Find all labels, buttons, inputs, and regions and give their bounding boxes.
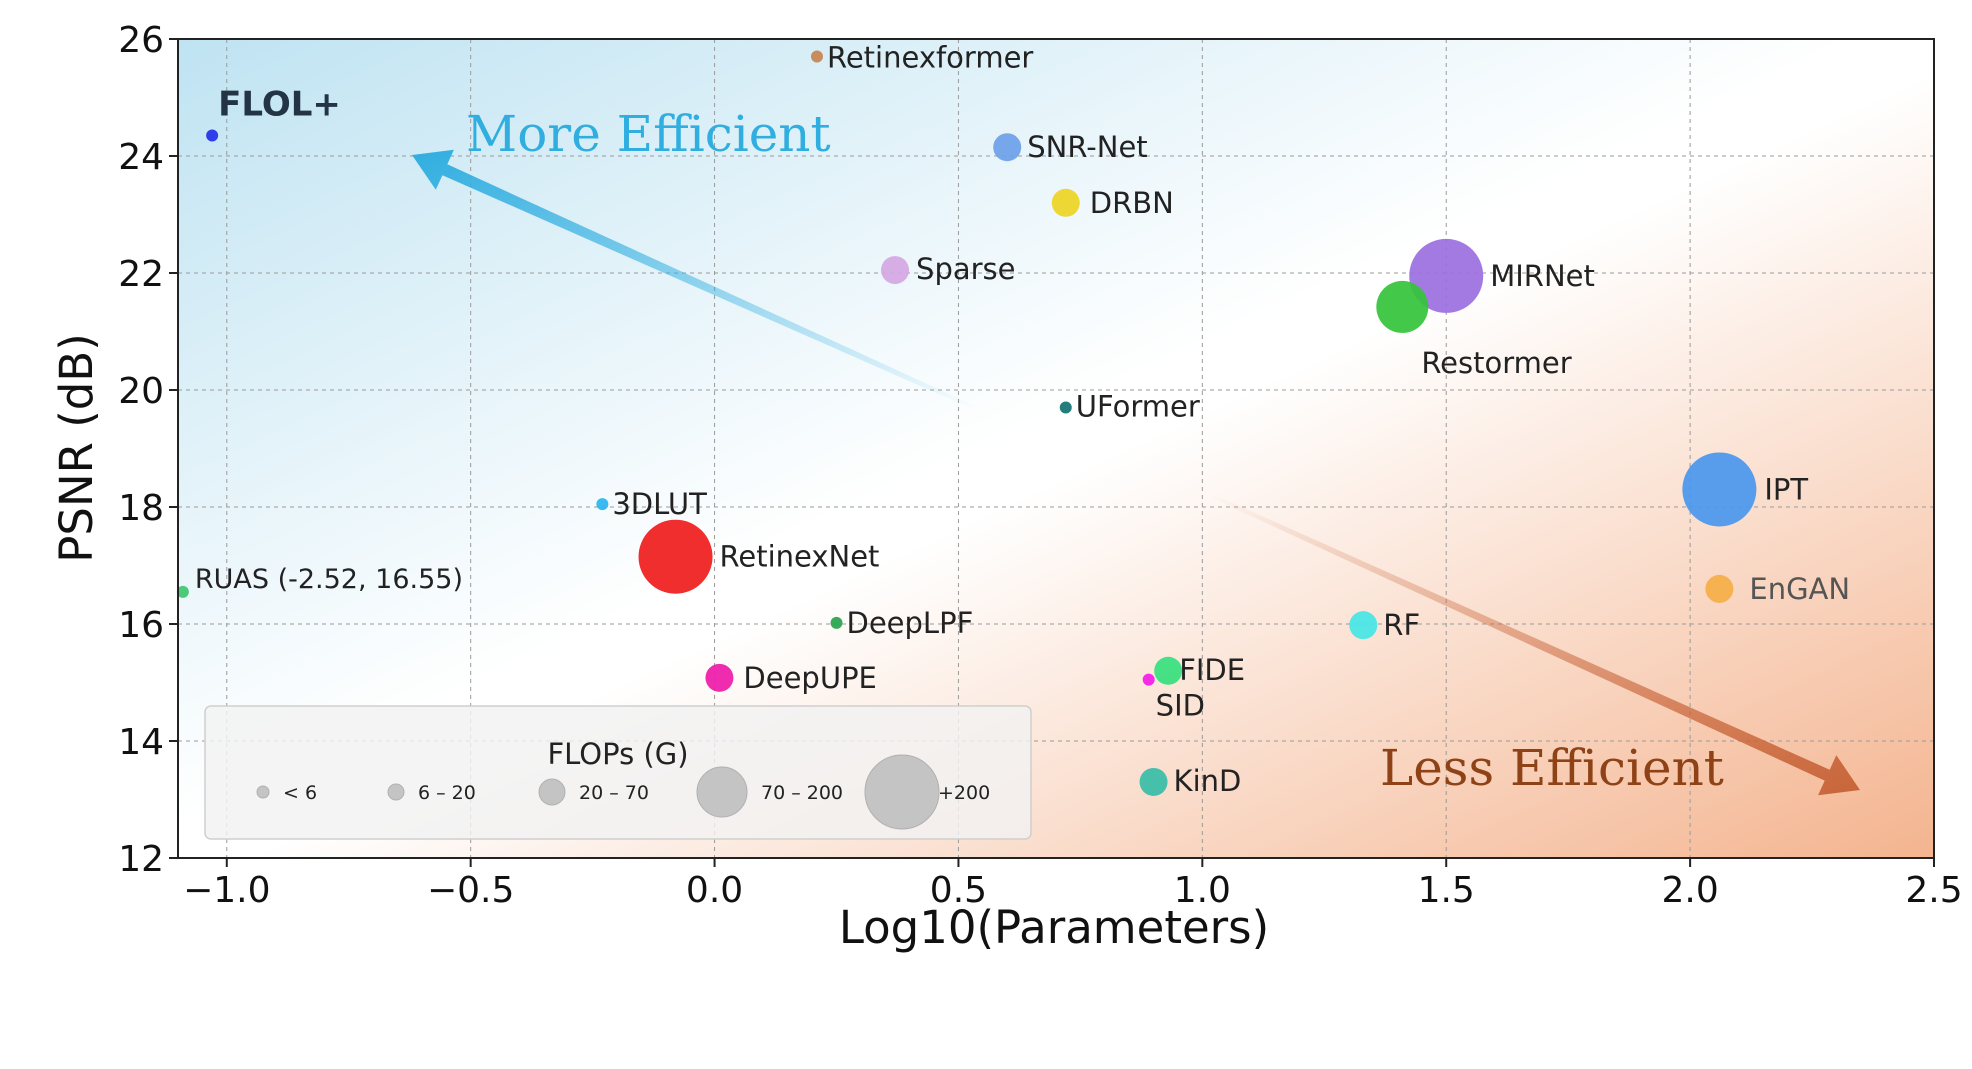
legend-marker-lt6: [256, 785, 270, 799]
point-label-kind: KinD: [1174, 764, 1242, 798]
y-tick-label: 16: [118, 605, 164, 646]
point-label-ruas-2-52-16-55: RUAS (-2.52, 16.55): [195, 564, 463, 595]
x-tick-label: 1.0: [1174, 870, 1231, 911]
point-retinexnet: [638, 519, 713, 594]
plot-frame: [177, 38, 1935, 859]
point-label-sparse: Sparse: [916, 252, 1015, 286]
point-uformer: [1059, 401, 1072, 414]
point-label-sid: SID: [1156, 689, 1205, 723]
point-label-retinexformer: Retinexformer: [827, 41, 1033, 75]
legend-label-20-70: 20 – 70: [579, 782, 649, 804]
point-label-uformer: UFormer: [1076, 390, 1200, 424]
point-deeplpf: [830, 616, 843, 629]
point-retinexformer: [810, 50, 823, 63]
legend-marker-70-200: [696, 766, 748, 818]
efficiency-arrows: [412, 149, 1860, 796]
point-label-mirnet: MIRNet: [1490, 259, 1595, 293]
point-sparse: [881, 256, 910, 285]
point-label-retinexnet: RetinexNet: [720, 540, 880, 574]
point-restormer: [1376, 280, 1429, 333]
point-label-fide: FIDE: [1179, 653, 1245, 687]
x-tick-label: 1.5: [1418, 870, 1475, 911]
less-efficient-arrow: [1209, 493, 1860, 796]
y-tick-label: 22: [118, 254, 164, 295]
point-label-3dlut: 3DLUT: [612, 487, 707, 521]
more-efficient-label: More Efficient: [466, 105, 831, 163]
y-tick-label: 20: [118, 371, 164, 412]
x-axis-label: Log10(Parameters): [839, 901, 1269, 954]
legend: FLOPs (G) < 6 6 – 20 20 – 70 70 – 200 +200: [204, 705, 1032, 840]
x-tick-label: 2.0: [1661, 870, 1718, 911]
x-tick-label: −0.5: [427, 870, 514, 911]
legend-box: [204, 705, 1032, 840]
point-label-deepupe: DeepUPE: [743, 661, 876, 695]
x-tick-label: 0.5: [930, 870, 987, 911]
legend-label-6-20: 6 – 20: [418, 782, 476, 804]
point-sid: [1142, 673, 1155, 686]
point-rf: [1349, 611, 1378, 640]
point-label-snr-net: SNR-Net: [1027, 130, 1147, 164]
legend-label-plus200: +200: [938, 782, 990, 804]
point-label-deeplpf: DeepLPF: [847, 606, 974, 640]
y-tick-label: 24: [118, 137, 164, 178]
point-mirnet: [1409, 238, 1484, 313]
x-tick-label: 2.5: [1905, 870, 1962, 911]
data-points: [176, 50, 1757, 796]
legend-label-lt6: < 6: [283, 782, 317, 804]
point-ipt: [1682, 452, 1757, 527]
y-tick-label: 18: [118, 488, 164, 529]
y-tick-label: 26: [118, 20, 164, 61]
point-label-restormer: Restormer: [1421, 346, 1571, 380]
x-tick-label: −1.0: [183, 870, 270, 911]
point-ruas-2-52-16-55: [176, 585, 189, 598]
y-tick-label: 12: [118, 839, 164, 880]
x-axis-ticks: −1.0 −0.5 0.0 0.5 1.0 1.5 2.0 2.5: [183, 858, 1963, 911]
less-efficient-label: Less Efficient: [1380, 739, 1724, 797]
y-tick-label: 14: [118, 722, 164, 763]
x-tick-label: 0.0: [686, 870, 743, 911]
point-kind: [1139, 767, 1168, 796]
point-label-ipt: IPT: [1764, 472, 1808, 506]
legend-title: FLOPs (G): [547, 737, 688, 771]
legend-label-70-200: 70 – 200: [761, 782, 843, 804]
point-label-engan: EnGAN: [1749, 572, 1850, 606]
y-axis-label: PSNR (dB): [50, 333, 103, 562]
point-label-drbn: DRBN: [1090, 186, 1174, 220]
point-3dlut: [596, 498, 609, 511]
legend-marker-6-20: [387, 783, 405, 801]
point-deepupe: [705, 663, 734, 692]
point-flol: [206, 129, 219, 142]
point-label-flol: FLOL+: [218, 85, 341, 125]
more-efficient-arrow: [412, 149, 976, 410]
point-engan: [1705, 574, 1734, 603]
point-fide: [1154, 656, 1183, 685]
point-snr-net: [993, 133, 1022, 162]
point-drbn: [1051, 188, 1080, 217]
y-axis-ticks: 12 14 16 18 20 22 24 26: [118, 20, 178, 880]
point-label-rf: RF: [1383, 608, 1420, 642]
legend-marker-plus200: [864, 754, 940, 830]
legend-marker-20-70: [538, 778, 566, 806]
point-labels: FLOL+ Retinexformer SNR-Net DRBN Sparse MIRNe…: [195, 41, 1850, 798]
